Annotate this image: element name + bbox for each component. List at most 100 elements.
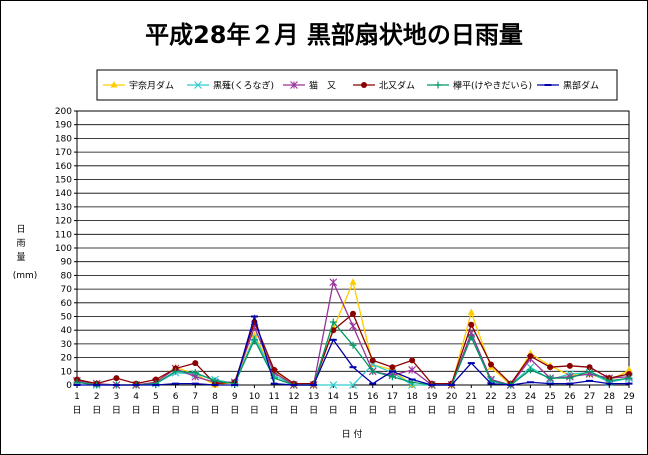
x-tick-suffix: 日: [605, 405, 614, 416]
data-point: [271, 366, 278, 373]
data-point: [566, 362, 573, 369]
legend-swatch-marker: [110, 81, 118, 88]
x-tick-suffix: 日: [506, 405, 515, 416]
data-point: [626, 371, 632, 378]
x-tick-suffix: 日: [92, 405, 101, 416]
x-tick-suffix: 日: [210, 405, 219, 416]
legend-item: 北又ダム: [353, 80, 415, 92]
y-tick-label: 130: [55, 203, 72, 213]
data-point: [369, 357, 376, 364]
y-tick-label: 90: [61, 258, 73, 268]
legend-item: 宇奈月ダム: [103, 80, 174, 92]
x-tick-label: 7: [192, 392, 198, 402]
y-tick-label: 40: [61, 326, 73, 336]
y-axis-label-char: 雨: [16, 238, 25, 249]
data-point: [270, 374, 278, 382]
x-tick-label: 1: [74, 392, 80, 402]
x-tick-label: 20: [446, 392, 458, 402]
data-point: [191, 369, 199, 377]
x-tick-label: 16: [367, 392, 379, 402]
legend-swatch-marker: [290, 81, 298, 89]
x-tick-suffix: 日: [329, 405, 338, 416]
x-tick-label: 22: [485, 392, 496, 402]
data-point: [152, 376, 159, 383]
x-tick-suffix: 日: [230, 405, 239, 416]
x-tick-label: 3: [114, 392, 120, 402]
x-tick-suffix: 日: [72, 405, 81, 416]
series-line: [76, 280, 630, 386]
y-tick-label: 70: [61, 285, 73, 295]
x-tick-label: 19: [426, 392, 438, 402]
series-lines: [73, 278, 633, 389]
x-tick-label: 11: [268, 392, 279, 402]
x-tick-label: 18: [406, 392, 418, 402]
y-tick-label: 20: [61, 354, 73, 364]
y-tick-label: 0: [66, 381, 72, 391]
legend-label: 黒薙(くろなぎ): [213, 80, 274, 92]
legend-swatch-marker: [361, 82, 367, 88]
x-tick-label: 21: [466, 392, 477, 402]
x-tick-suffix: 日: [151, 405, 160, 416]
x-tick-suffix: 日: [486, 405, 495, 416]
y-tick-label: 120: [55, 217, 72, 227]
x-tick-label: 28: [604, 392, 616, 402]
data-point: [349, 322, 357, 330]
data-point: [192, 360, 199, 367]
x-tick-label: 5: [153, 392, 159, 402]
y-tick-label: 200: [55, 107, 72, 117]
x-tick-suffix: 日: [408, 405, 417, 416]
legend-label: 猫 又: [309, 80, 336, 92]
data-point: [625, 374, 633, 382]
data-point: [349, 341, 357, 349]
y-tick-label: 10: [61, 367, 73, 377]
series-5: [73, 314, 633, 386]
data-point: [625, 365, 633, 373]
legend-swatch-marker: [434, 81, 442, 89]
y-axis-unit: (mm): [13, 271, 38, 281]
y-tick-label: 80: [61, 271, 73, 281]
data-point: [350, 310, 356, 317]
x-tick-label: 25: [544, 392, 555, 402]
data-point: [250, 331, 258, 339]
x-tick-suffix: 日: [546, 405, 555, 416]
y-tick-label: 100: [55, 244, 72, 254]
x-tick-label: 4: [133, 392, 139, 402]
data-point: [467, 333, 475, 341]
x-tick-label: 9: [232, 392, 238, 402]
data-point: [250, 336, 258, 344]
x-tick-suffix: 日: [388, 405, 397, 416]
data-point: [329, 318, 337, 326]
x-tick-label: 12: [288, 392, 299, 402]
y-tick-label: 150: [55, 176, 72, 186]
data-point: [172, 367, 180, 375]
data-point: [409, 357, 416, 364]
legend-item: 猫 又: [283, 80, 336, 92]
y-tick-label: 140: [55, 189, 72, 199]
y-tick-label: 170: [55, 148, 72, 158]
y-axis-label-char: 日: [16, 224, 25, 235]
legend-label: 宇奈月ダム: [129, 80, 174, 92]
x-tick-label: 10: [249, 392, 261, 402]
x-tick-label: 15: [347, 392, 358, 402]
x-tick-suffix: 日: [348, 405, 357, 416]
y-axis: 0 10 20 30 40 50 60 70 80 90 100 110 120 130 140 150 160…: [55, 107, 77, 391]
x-tick-suffix: 日: [171, 405, 180, 416]
x-tick-suffix: 日: [132, 405, 141, 416]
legend-label: 黒部ダム: [563, 80, 599, 92]
data-point: [389, 364, 396, 371]
y-tick-label: 190: [55, 121, 72, 131]
data-point: [369, 367, 377, 375]
data-point: [546, 374, 554, 382]
x-tick-suffix: 日: [467, 405, 476, 416]
data-point: [329, 278, 338, 287]
data-point: [526, 366, 534, 374]
x-tick-suffix: 日: [447, 405, 456, 416]
x-tick-suffix: 日: [191, 405, 200, 416]
x-tick-suffix: 日: [368, 405, 377, 416]
x-tick-label: 14: [328, 392, 340, 402]
x-tick-label: 26: [564, 392, 576, 402]
series-line: [76, 280, 630, 387]
x-tick-suffix: 日: [565, 405, 574, 416]
legend-item: 黒部ダム: [537, 80, 599, 92]
